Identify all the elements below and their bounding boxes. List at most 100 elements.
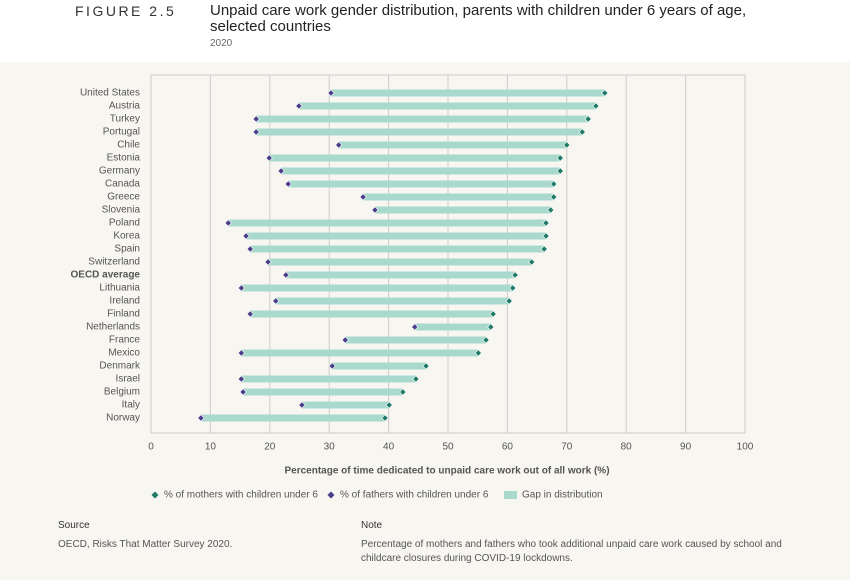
- point: [487, 323, 495, 331]
- figure-label: FIGURE 2.5: [75, 3, 177, 19]
- point: [381, 414, 389, 422]
- point: [542, 219, 550, 227]
- gap-bar: [330, 89, 605, 97]
- point: [197, 414, 205, 422]
- gap-bar: [345, 336, 487, 344]
- point: [584, 115, 592, 123]
- legend-label: % of fathers with children under 6: [340, 490, 489, 501]
- point: [556, 154, 564, 162]
- point: [422, 362, 430, 370]
- y-tick-label: Chile: [117, 140, 140, 151]
- point: [252, 128, 260, 136]
- x-tick-label: 20: [264, 442, 276, 453]
- x-tick-label: 60: [502, 442, 514, 453]
- point: [359, 193, 367, 201]
- point: [578, 128, 586, 136]
- point: [511, 271, 519, 279]
- gap-bar: [298, 102, 596, 110]
- point: [224, 219, 232, 227]
- point: [327, 89, 335, 97]
- y-tick-label: Israel: [116, 374, 140, 385]
- y-tick-label: Canada: [105, 179, 140, 190]
- gap-bar: [241, 375, 416, 383]
- gap-bar: [332, 362, 427, 370]
- point: [412, 375, 420, 383]
- point: [246, 245, 254, 253]
- point: [482, 336, 490, 344]
- gap-bar: [281, 167, 561, 175]
- gap-bar: [275, 297, 510, 305]
- gap-bar: [301, 401, 390, 409]
- y-tick-label: Belgium: [104, 387, 140, 398]
- chart-title: Unpaid care work gender distribution, pa…: [210, 2, 747, 35]
- point: [601, 89, 609, 97]
- y-tick-label: Netherlands: [86, 322, 140, 333]
- y-tick-label: France: [109, 335, 141, 346]
- x-tick-label: 100: [737, 442, 754, 453]
- y-tick-label: Austria: [109, 101, 141, 112]
- legend-label: % of mothers with children under 6: [164, 490, 318, 501]
- point: [542, 232, 550, 240]
- gap-bar: [200, 414, 386, 422]
- point: [399, 388, 407, 396]
- point: [277, 167, 285, 175]
- point: [237, 284, 245, 292]
- y-tick-label: Italy: [122, 400, 140, 411]
- point: [385, 401, 393, 409]
- point: [335, 141, 343, 149]
- x-tick-label: 50: [442, 442, 454, 453]
- point: [239, 388, 247, 396]
- y-tick-label: Slovenia: [102, 205, 141, 216]
- gap-bar: [256, 128, 583, 136]
- point: [489, 310, 497, 318]
- x-tick-label: 80: [621, 442, 633, 453]
- gap-bar: [241, 349, 479, 357]
- legend-marker: [504, 491, 517, 499]
- point: [550, 180, 558, 188]
- y-tick-label: Switzerland: [88, 257, 140, 268]
- point: [547, 206, 555, 214]
- x-tick-label: 90: [680, 442, 692, 453]
- point: [282, 271, 290, 279]
- y-tick-label: Korea: [113, 231, 140, 242]
- legend-marker: [327, 491, 335, 499]
- y-tick-label: United States: [80, 88, 140, 99]
- gap-bar: [228, 219, 547, 227]
- point: [563, 141, 571, 149]
- gap-bar: [414, 323, 491, 331]
- gap-bar: [269, 154, 561, 162]
- gap-bar: [338, 141, 567, 149]
- x-axis-label: Percentage of time dedicated to unpaid c…: [284, 466, 609, 477]
- gap-bar: [285, 271, 516, 279]
- y-tick-label: Germany: [99, 166, 140, 177]
- y-tick-label: Portugal: [103, 127, 140, 138]
- gap-bar: [250, 245, 545, 253]
- y-tick-label: Ireland: [109, 296, 140, 307]
- point: [550, 193, 558, 201]
- y-tick-label: Finland: [107, 309, 140, 320]
- point: [328, 362, 336, 370]
- y-tick-label: Greece: [107, 192, 140, 203]
- point: [237, 349, 245, 357]
- subtitle: 2020: [210, 38, 233, 49]
- y-tick-label: OECD average: [71, 270, 141, 281]
- point: [505, 297, 513, 305]
- y-tick-label: Turkey: [110, 114, 140, 125]
- y-tick-label: Poland: [109, 218, 140, 229]
- point: [411, 323, 419, 331]
- x-tick-label: 40: [383, 442, 395, 453]
- legend-marker: [151, 491, 159, 499]
- gap-bar: [256, 115, 589, 123]
- gap-bar: [268, 258, 532, 266]
- note-title: Note: [361, 520, 383, 531]
- point: [341, 336, 349, 344]
- y-tick-label: Mexico: [108, 348, 140, 359]
- gap-bar: [250, 310, 494, 318]
- y-tick-label: Spain: [114, 244, 140, 255]
- source-text: OECD, Risks That Matter Survey 2020.: [58, 539, 233, 550]
- point: [540, 245, 548, 253]
- y-tick-label: Norway: [106, 413, 140, 424]
- x-tick-label: 30: [324, 442, 336, 453]
